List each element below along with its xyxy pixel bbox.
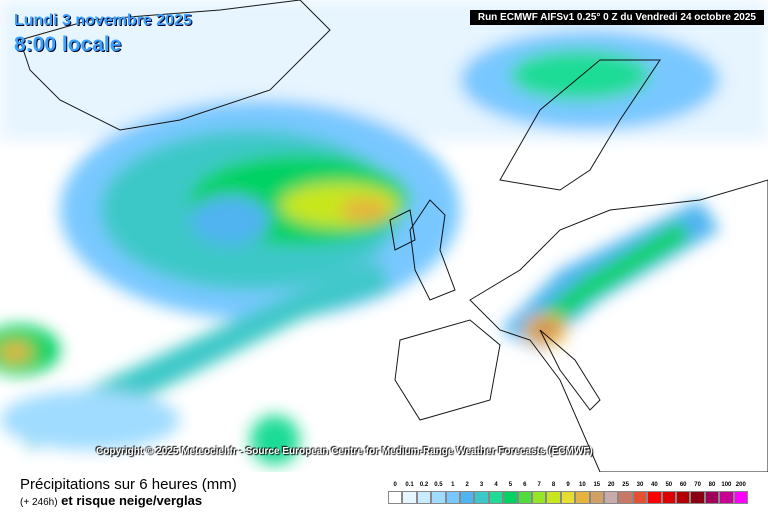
- legend-label: 0.5: [434, 482, 443, 488]
- legend-item: 0.2: [416, 482, 432, 504]
- legend-swatch: [575, 491, 590, 504]
- legend-item: 4: [488, 482, 504, 504]
- legend-swatch: [517, 491, 532, 504]
- legend-label: 80: [708, 482, 716, 488]
- legend-swatch: [546, 491, 561, 504]
- legend-item: 0: [388, 482, 403, 504]
- legend-swatch: [604, 491, 619, 504]
- footer-subtitle: (+ 246h) et risque neige/verglas: [20, 493, 202, 508]
- legend-label: 7: [537, 482, 541, 488]
- legend-swatch: [431, 491, 446, 504]
- legend-swatch: [647, 491, 662, 504]
- footer-title: Précipitations sur 6 heures (mm): [20, 476, 237, 493]
- legend-item: 15: [589, 482, 604, 504]
- legend-swatch: [733, 491, 748, 504]
- legend-label: 60: [679, 482, 687, 488]
- legend-swatch: [618, 491, 633, 504]
- legend-label: 6: [523, 482, 527, 488]
- legend-item: 1: [445, 482, 460, 504]
- legend-item: 30: [632, 482, 648, 504]
- legend-item: 6: [517, 482, 532, 504]
- legend-swatch: [560, 491, 576, 504]
- legend-item: 20: [604, 482, 619, 504]
- legend-item: 0.1: [402, 482, 417, 504]
- legend-item: 70: [690, 482, 705, 504]
- legend-item: 7: [532, 482, 547, 504]
- legend-label: 40: [651, 482, 658, 488]
- date: Lundi 3 novembre 2025: [14, 12, 192, 29]
- legend-item: 25: [618, 482, 633, 504]
- legend-item: 5: [503, 482, 518, 504]
- legend-swatch: [676, 491, 691, 504]
- legend-swatch: [388, 491, 403, 504]
- legend-item: 100: [719, 482, 734, 504]
- legend-swatch: [445, 491, 460, 504]
- legend-item: 9: [560, 482, 576, 504]
- legend-label: 10: [579, 482, 586, 488]
- time: 8:00 locale: [14, 33, 122, 56]
- legend-swatch: [402, 491, 417, 504]
- legend-swatch: [416, 491, 432, 504]
- legend-label: 50: [665, 482, 673, 488]
- legend-item: 8: [546, 482, 561, 504]
- legend-label: 0: [393, 482, 397, 488]
- legend-item: 2: [460, 482, 475, 504]
- legend-item: 0.5: [431, 482, 446, 504]
- legend-item: 10: [575, 482, 590, 504]
- legend-swatch: [589, 491, 604, 504]
- legend-label: 30: [636, 482, 644, 488]
- legend-swatch: [704, 491, 720, 504]
- legend-swatch: [532, 491, 547, 504]
- legend-swatch: [661, 491, 676, 504]
- legend-swatch: [460, 491, 475, 504]
- legend-swatch: [503, 491, 518, 504]
- legend-item: 50: [661, 482, 676, 504]
- legend-label: 1: [451, 482, 455, 488]
- legend-label: 8: [551, 482, 556, 488]
- legend-label: 0.1: [405, 482, 414, 488]
- legend-label: 70: [694, 482, 701, 488]
- map: [0, 0, 768, 472]
- legend-swatch: [488, 491, 504, 504]
- lead-time: (+ 246h): [20, 497, 58, 508]
- legend-swatch: [690, 491, 705, 504]
- legend-label: 3: [479, 482, 484, 488]
- legend-item: 60: [676, 482, 691, 504]
- legend-swatch: [474, 491, 489, 504]
- legend-label: 5: [508, 482, 513, 488]
- legend-label: 20: [607, 482, 615, 488]
- legend-label: 15: [593, 482, 601, 488]
- legend-label: 25: [622, 482, 629, 488]
- legend-label: 9: [566, 482, 570, 488]
- legend-label: 4: [494, 482, 498, 488]
- legend-swatch: [719, 491, 734, 504]
- subtitle: et risque neige/verglas: [61, 493, 203, 508]
- legend-label: 100: [721, 482, 732, 488]
- legend-item: 40: [647, 482, 662, 504]
- legend-label: 0.2: [419, 482, 429, 488]
- legend-label: 2: [465, 482, 469, 488]
- copyright: Copyright © 2025 Meteociel.fr - Source E…: [96, 446, 593, 457]
- run-info: Run ECMWF AIFSv1 0.25° 0 Z du Vendredi 2…: [469, 10, 764, 25]
- legend-item: 80: [704, 482, 720, 504]
- legend-item: 200: [733, 482, 748, 504]
- legend-item: 3: [474, 482, 489, 504]
- legend-label: 200: [735, 482, 746, 488]
- legend-swatch: [632, 491, 648, 504]
- legend: 0 0.1 0.2 0.5 1 2 3 4 5 6 7 8 9 10 15 20 25 30 40 50 60 70 80 1…: [388, 482, 750, 510]
